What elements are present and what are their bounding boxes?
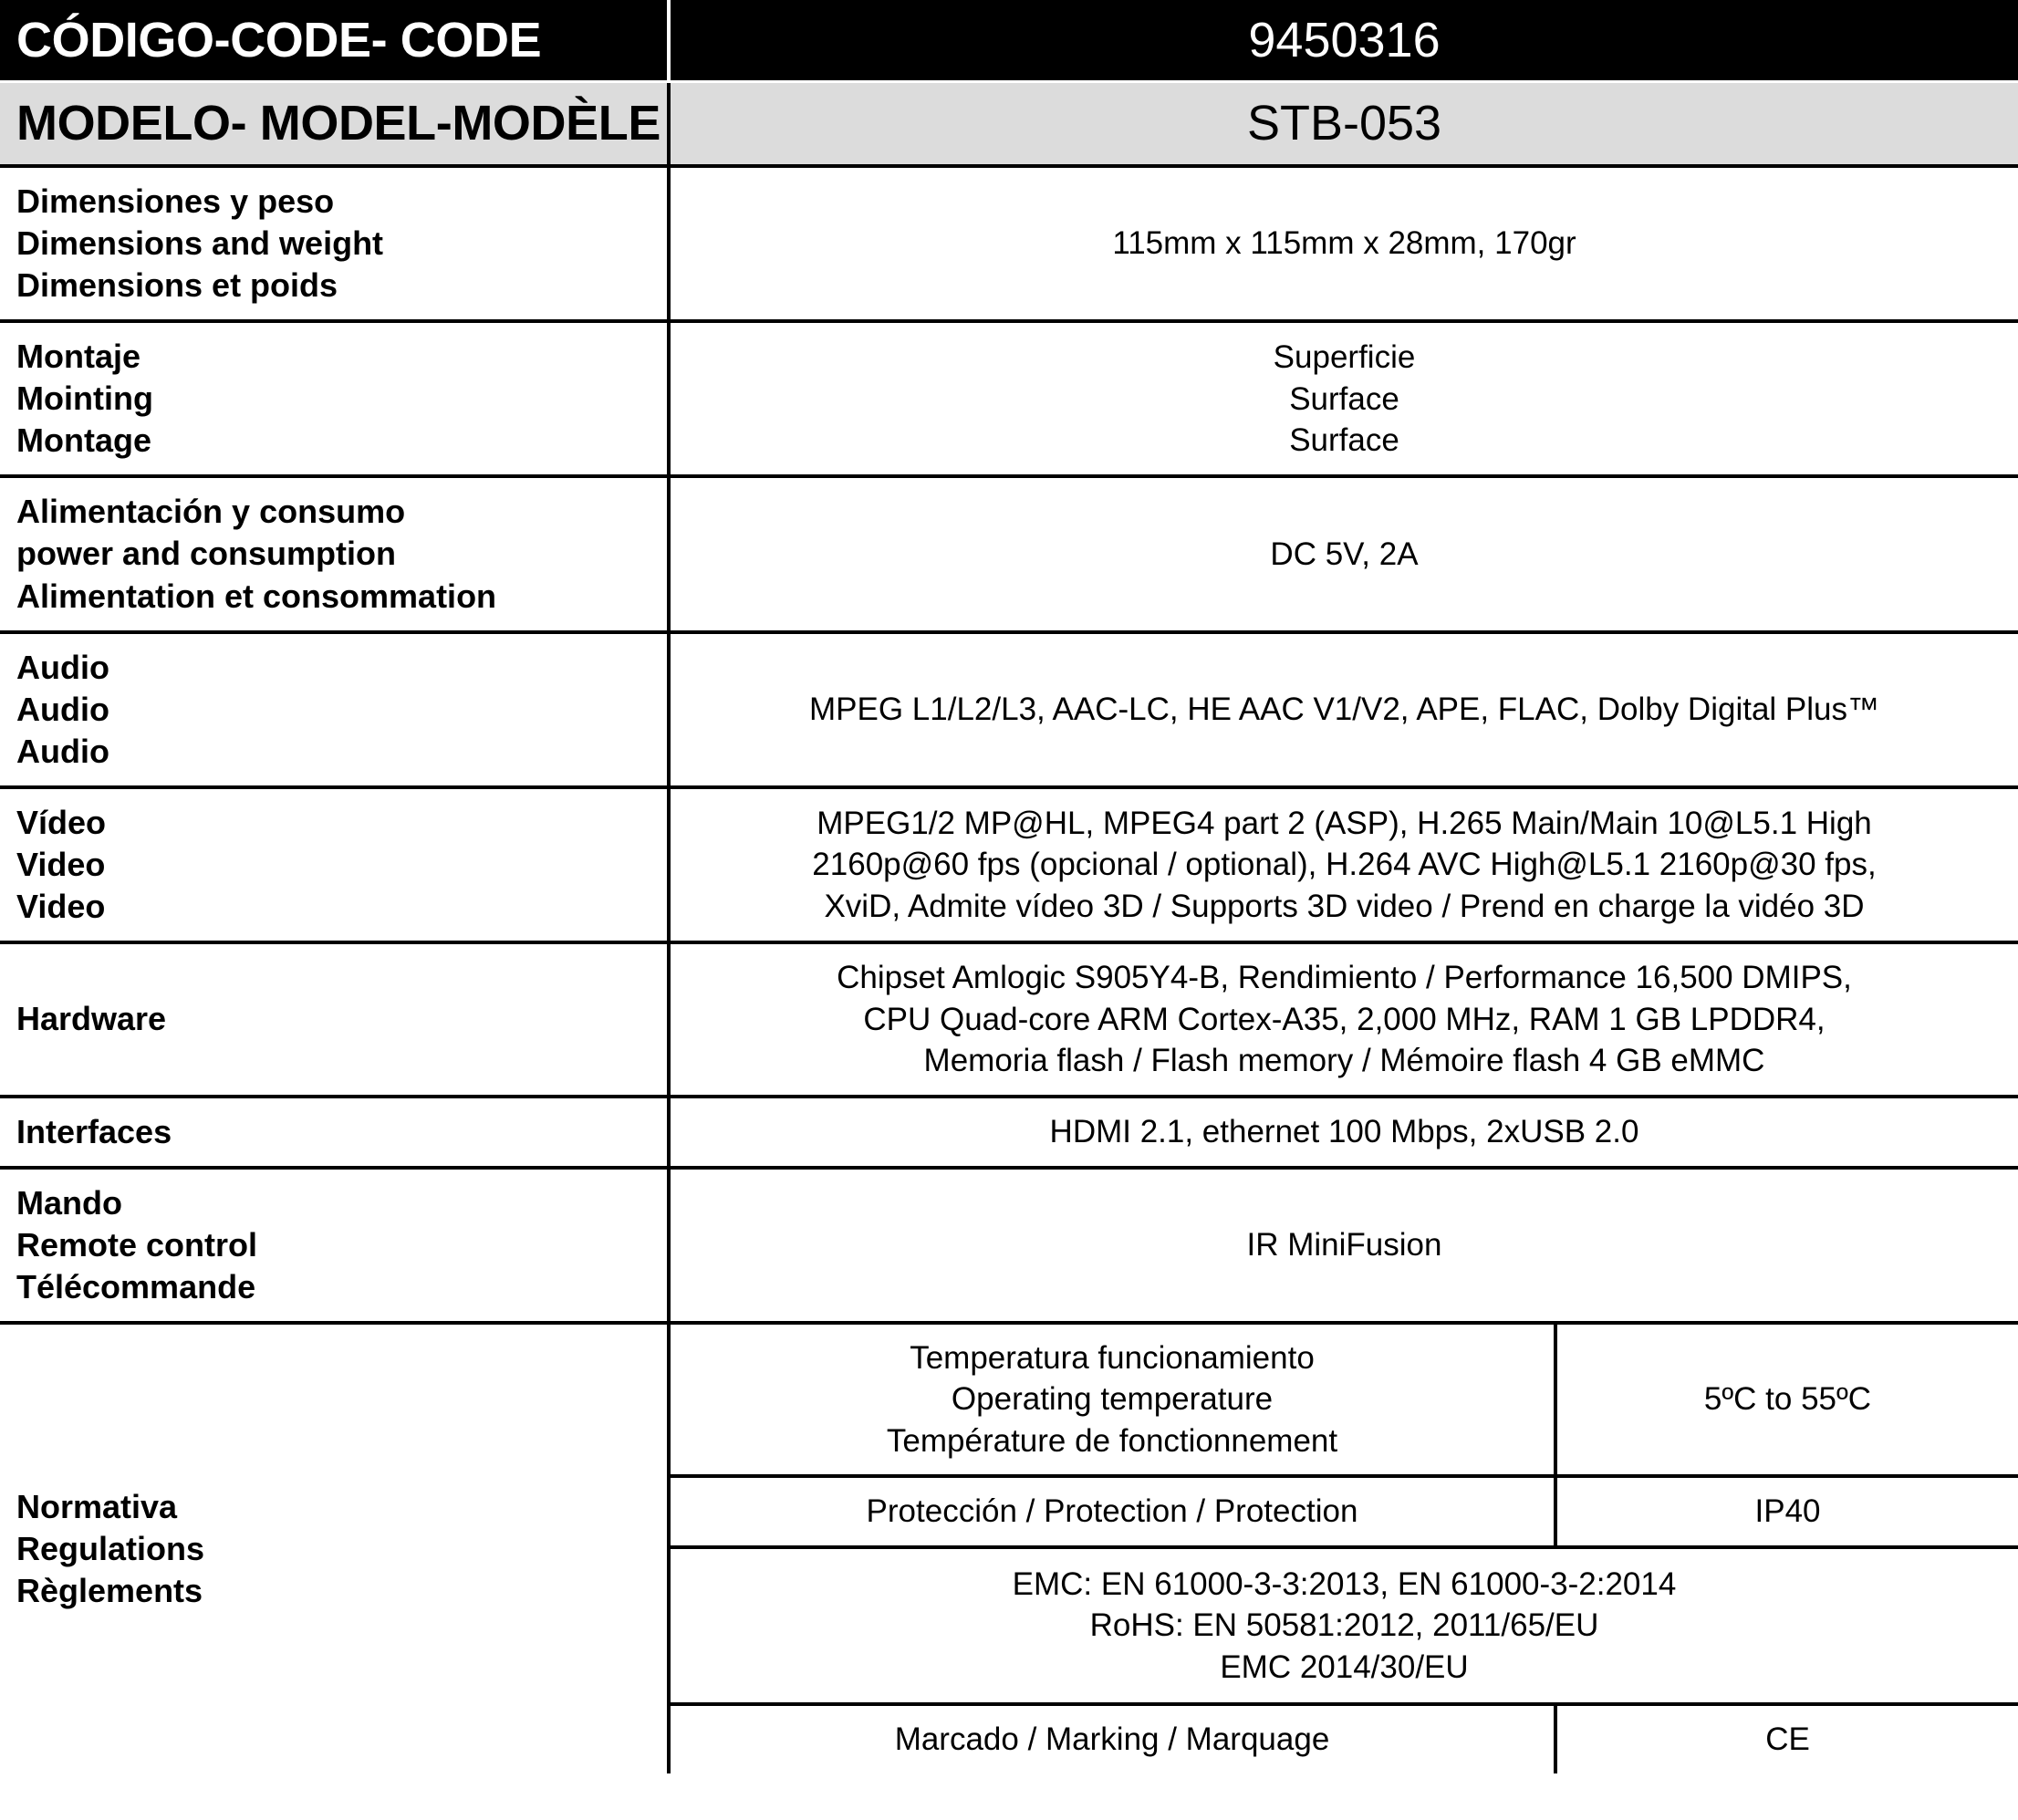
value-line: EMC: EN 61000-3-3:2013, EN 61000-3-2:201… <box>1012 1565 1677 1602</box>
regulation-desc-standards: EMC: EN 61000-3-3:2013, EN 61000-3-2:201… <box>671 1549 2018 1703</box>
value-line: IR MiniFusion <box>1246 1227 1442 1264</box>
value-line: IP40 <box>1754 1493 1821 1530</box>
spec-value-audio: MPEG L1/L2/L3, AAC-LC, HE AAC V1/V2, APE… <box>671 634 2018 785</box>
label-line: Dimensiones y peso <box>16 182 335 220</box>
spec-value-power: DC 5V, 2A <box>671 478 2018 629</box>
spec-row-hardware: Hardware Chipset Amlogic S905Y4-B, Rendi… <box>0 944 2018 1098</box>
spec-label-video: Vídeo Video Video <box>0 788 671 941</box>
value-line: Temperatura funcionamiento <box>910 1339 1315 1376</box>
regulation-desc-operating-temperature: Temperatura funcionamiento Operating tem… <box>671 1324 1557 1475</box>
regulation-row-marking: Marcado / Marking / Marquage CE <box>671 1706 2018 1773</box>
label-line: power and consumption <box>16 535 397 573</box>
spec-row-dimensions: Dimensiones y peso Dimensions and weight… <box>0 167 2018 324</box>
regulation-row-operating-temperature: Temperatura funcionamiento Operating tem… <box>671 1324 2018 1479</box>
value-line: CPU Quad-core ARM Cortex-A35, 2,000 MHz,… <box>863 1001 1826 1037</box>
spec-value-hardware: Chipset Amlogic S905Y4-B, Rendimiento / … <box>671 944 2018 1095</box>
code-label: CÓDIGO-CODE- CODE <box>16 13 542 68</box>
spec-row-power: Alimentación y consumo power and consump… <box>0 478 2018 634</box>
model-label: MODELO- MODEL-MODÈLE <box>16 96 661 151</box>
spec-label-interfaces: Interfaces <box>0 1097 671 1166</box>
label-line: Vídeo <box>16 803 107 841</box>
label-line: Video <box>16 888 106 926</box>
label-line: Regulations <box>16 1529 205 1567</box>
label-line: Normativa <box>16 1487 178 1525</box>
label-line: Alimentation et consommation <box>16 577 497 615</box>
value-line: Marcado / Marking / Marquage <box>894 1721 1330 1758</box>
label-line: Interfaces <box>16 1112 172 1150</box>
header-row-model: MODELO- MODEL-MODÈLE STB-053 <box>0 83 2018 168</box>
label-line: Audio <box>16 732 109 770</box>
label-line: Audio <box>16 690 109 728</box>
value-line: Operating temperature <box>951 1381 1274 1418</box>
label-line: Dimensions and weight <box>16 224 384 263</box>
value-line: 5ºC to 55ºC <box>1703 1381 1872 1418</box>
regulation-row-protection: Protección / Protection / Protection IP4… <box>671 1478 2018 1549</box>
header-row-code: CÓDIGO-CODE- CODE 9450316 <box>0 0 2018 84</box>
label-line: Alimentación y consumo <box>16 493 406 531</box>
value-line: Chipset Amlogic S905Y4-B, Rendimiento / … <box>837 960 1852 996</box>
value-line: Memoria flash / Flash memory / Mémoire f… <box>923 1043 1765 1079</box>
value-line: CE <box>1765 1721 1810 1758</box>
code-value-cell: 9450316 <box>671 0 2018 80</box>
spec-label-regulations: Normativa Regulations Règlements <box>0 1324 671 1773</box>
spec-label-power: Alimentación y consumo power and consump… <box>0 478 671 630</box>
value-line: XviD, Admite vídeo 3D / Supports 3D vide… <box>824 888 1865 924</box>
value-line: Surface <box>1289 380 1399 417</box>
model-value: STB-053 <box>1246 96 1442 151</box>
spec-row-interfaces: Interfaces HDMI 2.1, ethernet 100 Mbps, … <box>0 1097 2018 1170</box>
label-line: Mointing <box>16 380 153 418</box>
value-line: MPEG L1/L2/L3, AAC-LC, HE AAC V1/V2, APE… <box>809 692 1879 727</box>
label-line: Audio <box>16 648 109 686</box>
label-line: Video <box>16 845 106 883</box>
spec-label-mounting: Montaje Mointing Montage <box>0 323 671 475</box>
spec-label-dimensions: Dimensiones y peso Dimensions and weight… <box>0 167 671 320</box>
spec-label-remote-control: Mando Remote control Télécommande <box>0 1169 671 1321</box>
spec-value-remote-control: IR MiniFusion <box>671 1170 2018 1321</box>
value-line: Surface <box>1289 422 1399 459</box>
value-line: 115mm x 115mm x 28mm, 170gr <box>1112 225 1576 262</box>
code-value: 9450316 <box>1248 13 1441 68</box>
value-line: MPEG1/2 MP@HL, MPEG4 part 2 (ASP), H.265… <box>817 805 1872 841</box>
spec-row-regulations: Normativa Regulations Règlements Tempera… <box>0 1324 2018 1773</box>
model-value-cell: STB-053 <box>671 83 2018 163</box>
value-line: Température de fonctionnement <box>886 1422 1338 1459</box>
spec-label-hardware: Hardware <box>0 944 671 1095</box>
spec-value-dimensions: 115mm x 115mm x 28mm, 170gr <box>671 168 2018 319</box>
label-line: Remote control <box>16 1225 258 1264</box>
label-line: Montaje <box>16 338 141 376</box>
spec-row-mounting: Montaje Mointing Montage Superficie Surf… <box>0 323 2018 479</box>
value-line: DC 5V, 2A <box>1270 536 1419 572</box>
regulation-desc-marking: Marcado / Marking / Marquage <box>671 1706 1557 1773</box>
spec-row-remote-control: Mando Remote control Télécommande IR Min… <box>0 1169 2018 1325</box>
value-line: Superficie <box>1273 339 1416 376</box>
value-line: HDMI 2.1, ethernet 100 Mbps, 2xUSB 2.0 <box>1049 1113 1639 1149</box>
spec-value-video: MPEG1/2 MP@HL, MPEG4 part 2 (ASP), H.265… <box>671 789 2018 941</box>
label-line: Règlements <box>16 1571 203 1609</box>
spec-row-video: Vídeo Video Video MPEG1/2 MP@HL, MPEG4 p… <box>0 788 2018 945</box>
label-line: Mando <box>16 1183 122 1222</box>
spec-label-audio: Audio Audio Audio <box>0 633 671 785</box>
value-line: Protección / Protection / Protection <box>866 1493 1358 1530</box>
label-line: Montage <box>16 421 151 460</box>
value-line: 2160p@60 fps (opcional / optional), H.26… <box>812 847 1877 883</box>
value-line: RoHS: EN 50581:2012, 2011/65/EU <box>1089 1607 1599 1644</box>
regulation-row-standards: EMC: EN 61000-3-3:2013, EN 61000-3-2:201… <box>671 1549 2018 1707</box>
regulation-value-marking: CE <box>1557 1706 2018 1773</box>
label-line: Dimensions et poids <box>16 266 338 305</box>
value-line: EMC 2014/30/EU <box>1220 1648 1469 1685</box>
regulations-subtable: Temperatura funcionamiento Operating tem… <box>671 1324 2018 1773</box>
model-label-cell: MODELO- MODEL-MODÈLE <box>0 83 671 164</box>
regulation-value-protection: IP40 <box>1557 1478 2018 1545</box>
label-line: Hardware <box>16 1000 167 1038</box>
code-label-cell: CÓDIGO-CODE- CODE <box>0 0 671 81</box>
label-line: Télécommande <box>16 1267 256 1305</box>
regulation-desc-protection: Protección / Protection / Protection <box>671 1478 1557 1545</box>
spec-value-interfaces: HDMI 2.1, ethernet 100 Mbps, 2xUSB 2.0 <box>671 1098 2018 1166</box>
spec-row-audio: Audio Audio Audio MPEG L1/L2/L3, AAC-LC,… <box>0 633 2018 789</box>
spec-value-mounting: Superficie Surface Surface <box>671 323 2018 474</box>
regulation-value-operating-temperature: 5ºC to 55ºC <box>1557 1325 2018 1475</box>
